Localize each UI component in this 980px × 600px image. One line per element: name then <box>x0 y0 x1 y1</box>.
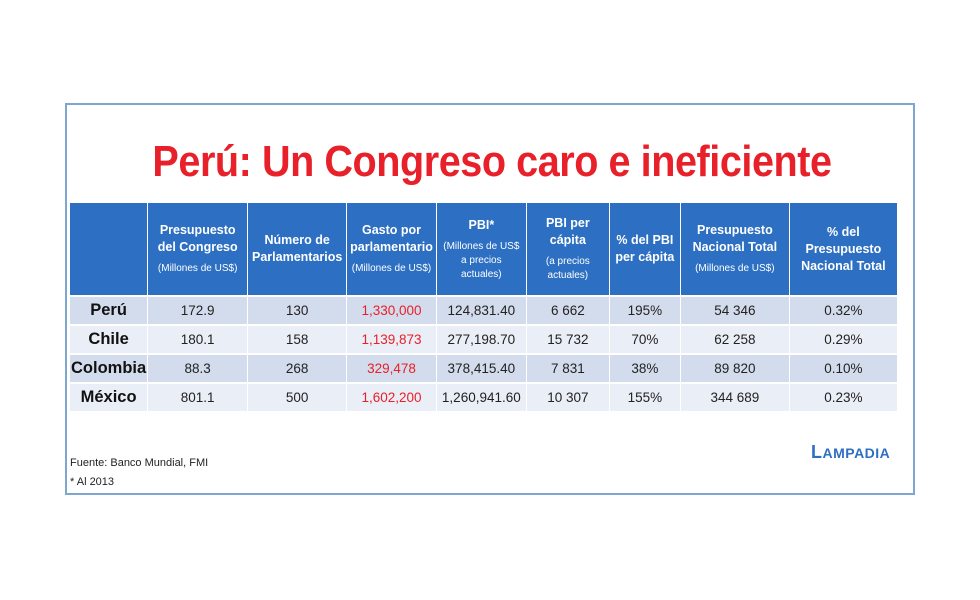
header-row: Presupuesto del Congreso (Millones de US$… <box>70 203 898 295</box>
table-cell: 180.1 <box>148 324 249 353</box>
data-table: Presupuesto del Congreso (Millones de US$… <box>70 203 898 411</box>
table-cell: 0.29% <box>789 324 898 353</box>
page-title: Perú: Un Congreso caro e ineficiente <box>152 137 832 186</box>
table-cell: 344 689 <box>680 382 790 411</box>
header-presupuesto-nacional: Presupuesto Nacional Total (Millones de U… <box>680 203 790 295</box>
table-cell: 500 <box>248 382 348 411</box>
table-cell-highlight: 1,330,000 <box>347 295 437 324</box>
table-cell-highlight: 1,139,873 <box>347 324 437 353</box>
table-cell: 277,198.70 <box>436 324 527 353</box>
header-pbi: PBI* (Millones de US$ a precios actuales) <box>436 203 527 295</box>
table-cell: 88.3 <box>148 353 249 382</box>
table-cell: 1,260,941.60 <box>436 382 527 411</box>
table-cell: 195% <box>609 295 681 324</box>
table-cell: 10 307 <box>526 382 610 411</box>
lampadia-logo: LAMPADIA <box>811 442 891 462</box>
table-cell: 0.23% <box>789 382 898 411</box>
country-cell: México <box>70 382 149 411</box>
table-row: Colombia 88.3 268 329,478 378,415.40 7 8… <box>70 353 898 382</box>
table-cell-highlight: 329,478 <box>347 353 437 382</box>
country-cell: Chile <box>70 324 149 353</box>
table-cell: 130 <box>248 295 348 324</box>
table-cell: 54 346 <box>680 295 790 324</box>
table-cell: 0.10% <box>789 353 898 382</box>
table-row: Chile 180.1 158 1,139,873 277,198.70 15 … <box>70 324 898 353</box>
table-cell-highlight: 1,602,200 <box>347 382 437 411</box>
source-note: Fuente: Banco Mundial, FMI <box>70 457 209 469</box>
table-cell: 172.9 <box>148 295 249 324</box>
table-row: Perú 172.9 130 1,330,000 124,831.40 6 66… <box>70 295 898 324</box>
table-cell: 7 831 <box>526 353 610 382</box>
country-cell: Perú <box>70 295 149 324</box>
header-gasto-parlamentario: Gasto por parlamentario (Millones de US$) <box>347 203 437 295</box>
header-pct-presupuesto-nacional: % del Presupuesto Nacional Total <box>789 203 898 295</box>
table-cell: 89 820 <box>680 353 790 382</box>
table-cell: 378,415.40 <box>436 353 527 382</box>
header-pct-pbi-per-capita: % del PBI per cápita <box>609 203 681 295</box>
header-country <box>70 203 149 295</box>
table-cell: 158 <box>248 324 348 353</box>
table-cell: 70% <box>609 324 681 353</box>
infographic-frame: Perú: Un Congreso caro e ineficiente Pre… <box>65 103 915 495</box>
table-cell: 801.1 <box>148 382 249 411</box>
table-row: México 801.1 500 1,602,200 1,260,941.60 … <box>70 382 898 411</box>
table-cell: 62 258 <box>680 324 790 353</box>
table-cell: 155% <box>609 382 681 411</box>
table-cell: 268 <box>248 353 348 382</box>
country-cell: Colombia <box>70 353 149 382</box>
table-cell: 124,831.40 <box>436 295 527 324</box>
table-cell: 15 732 <box>526 324 610 353</box>
table-cell: 0.32% <box>789 295 898 324</box>
table-cell: 6 662 <box>526 295 610 324</box>
header-numero-parlamentarios: Número de Parlamentarios <box>248 203 348 295</box>
table-cell: 38% <box>609 353 681 382</box>
footnote: * Al 2013 <box>70 476 115 488</box>
header-presupuesto-congreso: Presupuesto del Congreso (Millones de US$… <box>148 203 249 295</box>
header-pbi-per-capita: PBI per cápita (a precios actuales) <box>526 203 610 295</box>
